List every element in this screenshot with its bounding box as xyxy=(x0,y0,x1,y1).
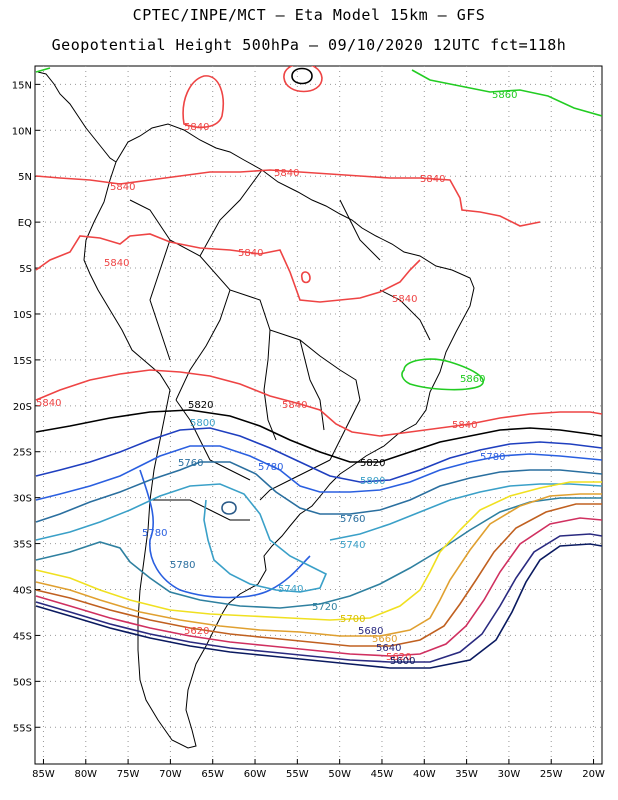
label-5860-north: 5860 xyxy=(492,90,517,101)
label-5700: 5700 xyxy=(340,614,365,625)
lon-tick-label: 50W xyxy=(328,769,351,780)
lat-tick-label: 50S xyxy=(13,677,32,688)
label-5820-a: 5820 xyxy=(188,400,213,411)
lat-tick-label: 35S xyxy=(13,540,32,551)
label-5620: 5620 xyxy=(184,626,209,637)
contour-5840-mid xyxy=(35,369,602,437)
lon-tick-label: 40W xyxy=(413,769,436,780)
contour-labels: 5860 5860 5840 5840 5840 5840 5840 5840 … xyxy=(36,90,517,667)
title-line-2: Geopotential Height 500hPa – 09/10/2020 … xyxy=(51,36,567,54)
lon-tick-label: 65W xyxy=(201,769,224,780)
contour-5600 xyxy=(35,543,602,669)
contour-5860-north-small xyxy=(35,67,51,73)
contour-5620 xyxy=(35,533,602,663)
axis-ticks: 85W 80W 75W 70W 65W 60W 55W 50W 45W 40W 35W 30W 25W 2… xyxy=(12,80,605,780)
label-5720: 5720 xyxy=(312,602,337,613)
contour-5640 xyxy=(35,517,602,657)
contour-5820 xyxy=(35,409,602,463)
contour-5780-inner xyxy=(139,469,311,599)
lat-tick-label: 40S xyxy=(13,586,32,597)
label-5840-b: 5840 xyxy=(274,168,299,179)
contour-5740-east xyxy=(329,483,602,541)
lon-tick-label: 55W xyxy=(286,769,309,780)
label-5840-e: 5840 xyxy=(238,248,263,259)
lat-tick-label: 10N xyxy=(12,126,32,137)
contour-5660 xyxy=(35,503,602,647)
lon-tick-label: 85W xyxy=(32,769,55,780)
label-5780-b: 5780 xyxy=(480,452,505,463)
label-5780-c: 5780 xyxy=(142,528,167,539)
label-5840-h: 5840 xyxy=(36,398,61,409)
contour-ring-north xyxy=(291,67,313,85)
contour-5860-north xyxy=(411,69,602,117)
lat-tick-label: 30S xyxy=(13,494,32,505)
label-5620-b: 5620 xyxy=(386,652,411,663)
contour-5840-caribbean xyxy=(182,75,224,129)
lat-tick-label: 15N xyxy=(12,80,32,91)
lon-tick-label: 35W xyxy=(455,769,478,780)
label-5640: 5640 xyxy=(376,643,401,654)
contour-5840-low-left xyxy=(35,233,421,303)
contour-ring-north-outer xyxy=(283,66,323,93)
contour-5720 xyxy=(35,497,602,609)
label-5800-b: 5800 xyxy=(360,476,385,487)
label-5780-a: 5780 xyxy=(258,462,283,473)
contour-5800 xyxy=(35,427,602,483)
label-5660: 5660 xyxy=(372,634,397,645)
contour-lines xyxy=(35,66,602,669)
lon-tick-label: 30W xyxy=(498,769,521,780)
contour-5700 xyxy=(35,481,602,621)
contour-5680 xyxy=(35,493,602,637)
contour-5720-core xyxy=(221,501,237,515)
lon-tick-label: 80W xyxy=(74,769,97,780)
title-line-1: CPTEC/INPE/MCT – Eta Model 15km – GFS xyxy=(132,6,486,24)
label-5840-j: 5840 xyxy=(452,420,477,431)
contour-5840-north xyxy=(35,169,541,227)
label-5740-a: 5740 xyxy=(340,540,365,551)
contour-5760 xyxy=(35,461,602,523)
label-5820-b: 5820 xyxy=(360,458,385,469)
contour-5740 xyxy=(35,483,328,593)
label-5840-c: 5840 xyxy=(420,174,445,185)
contour-5840-ring xyxy=(300,271,311,284)
label-5780-d: 5780 xyxy=(170,560,195,571)
contour-5860-east xyxy=(401,358,484,391)
lon-tick-label: 25W xyxy=(540,769,563,780)
lat-tick-label: 20S xyxy=(13,402,32,413)
lat-tick-label: 15S xyxy=(13,356,32,367)
lon-tick-label: 45W xyxy=(371,769,394,780)
lon-tick-label: 75W xyxy=(117,769,140,780)
lat-tick-label: 5N xyxy=(18,172,32,183)
lat-tick-label: 10S xyxy=(13,310,32,321)
lat-tick-label: EQ xyxy=(18,218,32,229)
label-5760-b: 5760 xyxy=(340,514,365,525)
label-5840-a: 5840 xyxy=(184,122,209,133)
lon-tick-label: 20W xyxy=(582,769,605,780)
lat-tick-label: 25S xyxy=(13,448,32,459)
label-5840-d: 5840 xyxy=(110,182,135,193)
label-5840-f: 5840 xyxy=(104,258,129,269)
lat-tick-label: 55S xyxy=(13,723,32,734)
label-5840-g: 5840 xyxy=(392,294,417,305)
label-5860-east: 5860 xyxy=(460,374,485,385)
contour-5780 xyxy=(35,445,602,501)
lat-tick-label: 45S xyxy=(13,631,32,642)
label-5740-b: 5740 xyxy=(278,584,303,595)
label-5760-a: 5760 xyxy=(178,458,203,469)
label-5600: 5600 xyxy=(390,656,415,667)
lon-tick-label: 70W xyxy=(159,769,182,780)
lon-tick-label: 60W xyxy=(244,769,267,780)
label-5840-i: 5840 xyxy=(282,400,307,411)
label-5680: 5680 xyxy=(358,626,383,637)
lat-tick-label: 5S xyxy=(19,264,32,275)
coastline xyxy=(37,71,475,749)
label-5800-a: 5800 xyxy=(190,418,215,429)
